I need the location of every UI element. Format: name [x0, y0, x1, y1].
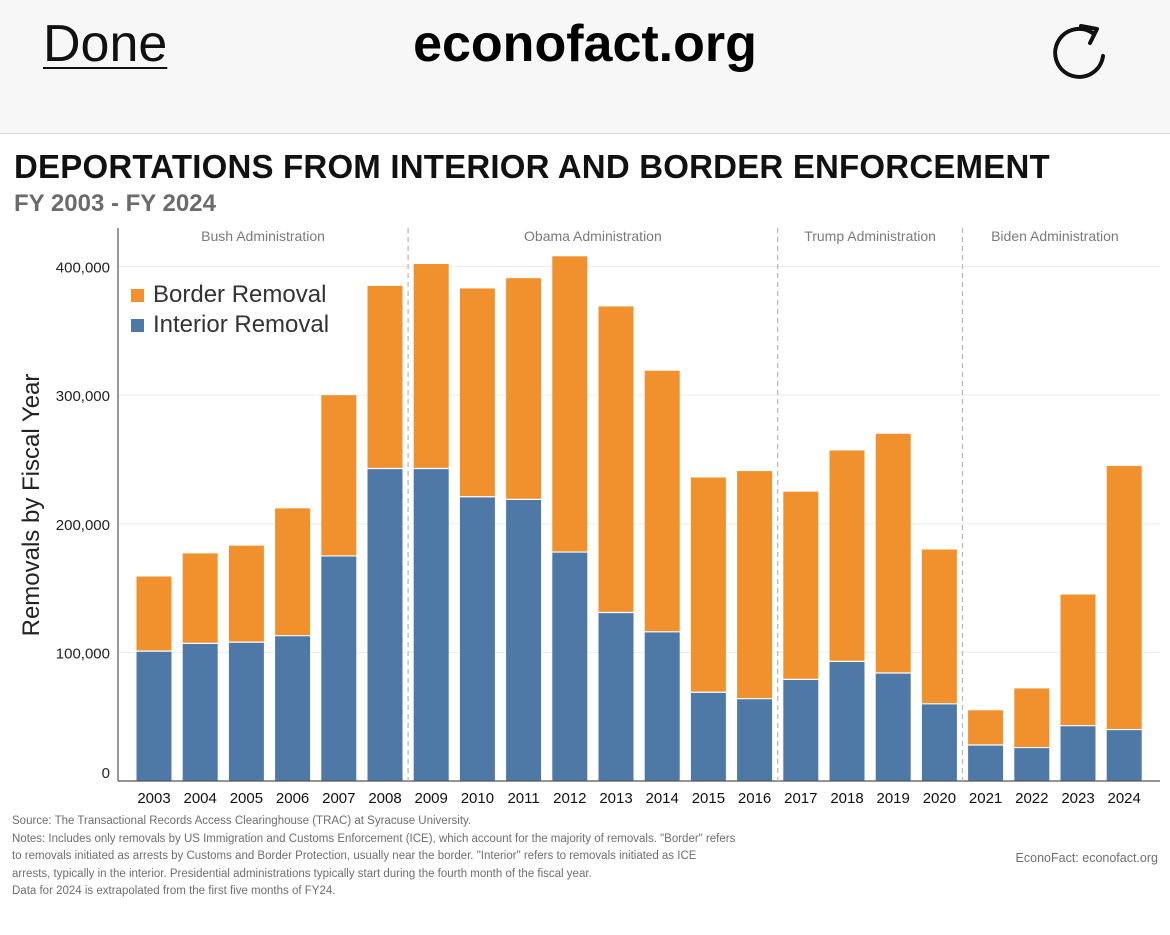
bar-interior-2016	[737, 698, 773, 781]
bar-border-2006	[275, 508, 311, 636]
bar-border-2021	[968, 710, 1004, 745]
bar-border-2009	[413, 264, 449, 469]
legend-item-interior: Interior Removal	[131, 310, 329, 340]
y-tick-label: 100,000	[56, 645, 110, 662]
chart-legend: Border Removal Interior Removal	[131, 280, 329, 340]
footnote-notes-1: Notes: Includes only removals by US Immi…	[12, 832, 736, 845]
bar-border-2010	[459, 288, 495, 497]
bar-interior-2018	[829, 661, 865, 781]
y-tick-label: 300,000	[56, 388, 110, 405]
y-tick-label: 400,000	[56, 260, 110, 277]
bar-interior-2009	[413, 468, 449, 781]
bar-border-2017	[783, 491, 819, 680]
x-tick-label: 2018	[830, 790, 863, 807]
administration-label: Biden Administration	[991, 228, 1119, 244]
administration-label: Trump Administration	[804, 228, 936, 244]
x-tick-label: 2022	[1015, 790, 1048, 807]
done-button[interactable]: Done	[43, 15, 168, 73]
chart-title: DEPORTATIONS FROM INTERIOR AND BORDER EN…	[14, 148, 1050, 185]
x-tick-label: 2003	[137, 790, 170, 807]
footnote-notes-4: Data for 2024 is extrapolated from the f…	[12, 885, 336, 897]
legend-item-border: Border Removal	[131, 280, 329, 310]
chart-subtitle: FY 2003 - FY 2024	[14, 190, 216, 217]
bar-interior-2010	[459, 496, 495, 781]
x-tick-label: 2006	[276, 790, 309, 807]
x-tick-label: 2020	[923, 790, 956, 807]
x-tick-label: 2019	[877, 790, 910, 807]
bar-interior-2024	[1106, 729, 1142, 781]
bar-interior-2012	[552, 552, 588, 781]
x-tick-label: 2016	[738, 790, 771, 807]
bar-border-2019	[875, 433, 911, 673]
x-tick-label: 2005	[230, 790, 263, 807]
bar-interior-2006	[275, 635, 311, 781]
bar-border-2015	[690, 477, 726, 693]
x-tick-label: 2015	[692, 790, 725, 807]
x-tick-label: 2008	[368, 790, 401, 807]
bar-interior-2017	[783, 679, 819, 781]
x-tick-label: 2017	[784, 790, 817, 807]
x-tick-label: 2023	[1061, 790, 1094, 807]
reload-button[interactable]	[1048, 12, 1114, 82]
bar-interior-2011	[506, 499, 542, 781]
x-tick-label: 2009	[415, 790, 448, 807]
y-tick-label: 0	[102, 765, 110, 782]
y-tick-label: 200,000	[56, 517, 110, 534]
legend-label-interior: Interior Removal	[153, 311, 330, 338]
x-tick-label: 2011	[507, 790, 539, 807]
footnote-notes-2: to removals initiated as arrests by Cust…	[12, 850, 697, 862]
bar-border-2012	[552, 256, 588, 553]
chart-credit: EconoFact: econofact.org	[1015, 851, 1158, 865]
x-tick-label: 2021	[969, 790, 1002, 807]
bar-interior-2021	[968, 744, 1004, 781]
bar-interior-2014	[644, 631, 680, 781]
x-tick-label: 2007	[322, 790, 355, 807]
bar-interior-2003	[136, 651, 172, 781]
x-tick-label: 2012	[553, 790, 586, 807]
x-tick-label: 2014	[646, 790, 679, 807]
chart-footnote: Source: The Transactional Records Access…	[12, 813, 912, 901]
administration-label: Bush Administration	[201, 228, 325, 244]
bar-border-2008	[367, 285, 403, 469]
legend-swatch-interior	[131, 318, 144, 332]
bar-interior-2007	[321, 555, 357, 781]
bar-interior-2015	[690, 692, 726, 781]
bar-border-2011	[506, 278, 542, 500]
bar-interior-2019	[875, 672, 911, 781]
legend-swatch-border	[131, 288, 144, 302]
footnote-source: Source: The Transactional Records Access…	[12, 815, 472, 827]
bar-border-2022	[1014, 688, 1050, 748]
bar-interior-2022	[1014, 747, 1050, 781]
bar-border-2004	[182, 553, 218, 644]
bar-interior-2004	[182, 643, 218, 781]
x-tick-label: 2010	[461, 790, 494, 807]
x-tick-label: 2004	[184, 790, 217, 807]
bar-border-2005	[228, 545, 264, 643]
bar-border-2013	[598, 306, 634, 613]
bar-interior-2020	[921, 703, 957, 781]
reload-icon	[1053, 24, 1105, 79]
bar-border-2014	[644, 370, 680, 632]
bar-interior-2008	[367, 468, 403, 781]
legend-label-border: Border Removal	[153, 281, 327, 308]
x-tick-label: 2024	[1108, 790, 1141, 807]
bar-border-2023	[1060, 594, 1096, 726]
administration-label: Obama Administration	[524, 228, 662, 244]
bar-border-2018	[829, 450, 865, 662]
bar-interior-2005	[228, 642, 264, 781]
bar-border-2003	[136, 576, 172, 652]
bar-border-2016	[737, 471, 773, 699]
x-tick-label: 2013	[599, 790, 632, 807]
bar-interior-2023	[1060, 725, 1096, 781]
bar-interior-2013	[598, 612, 634, 781]
bar-border-2020	[921, 549, 957, 704]
footnote-notes-3: arrests, typically in the interior. Pres…	[12, 867, 592, 880]
bar-border-2024	[1106, 465, 1142, 730]
bar-border-2007	[321, 395, 357, 556]
y-axis-label: Removals by Fiscal Year	[18, 374, 45, 637]
